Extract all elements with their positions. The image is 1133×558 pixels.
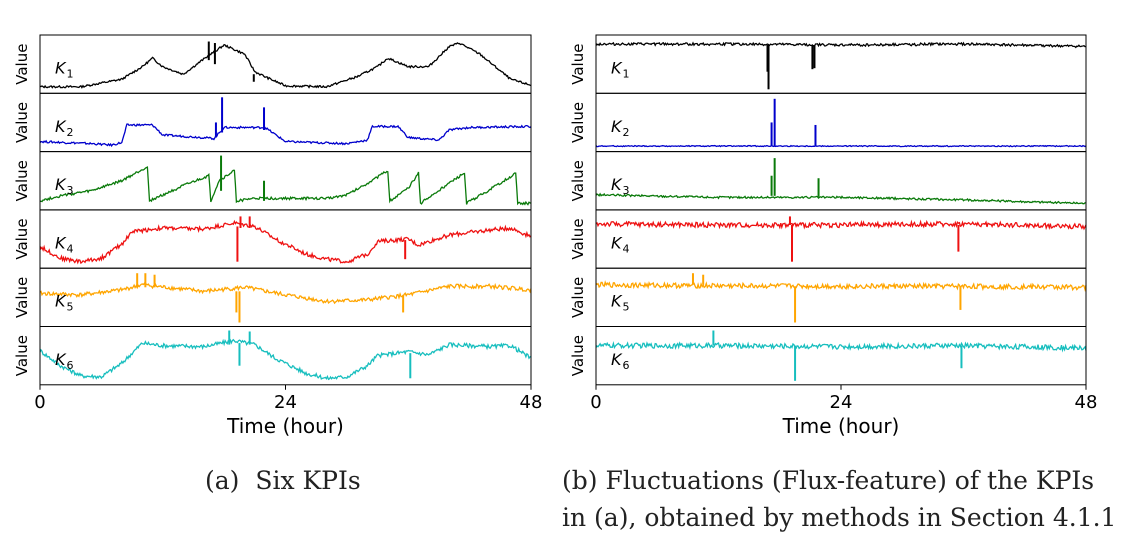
chart-a: K1ValueK2ValueK3ValueK4ValueK5ValueK6Val… xyxy=(13,34,543,438)
panel-b-k5: K5 Value xyxy=(569,267,1087,328)
series-line-a-k1 xyxy=(39,42,532,89)
series-line-b-k5 xyxy=(595,280,1087,292)
series-line-a-k3 xyxy=(39,166,532,206)
y-axis-label: Value xyxy=(569,44,587,85)
x-tick-label: 0 xyxy=(590,392,601,413)
y-axis-label: Value xyxy=(569,335,587,376)
panel-a-k2: K2 Value xyxy=(13,92,532,153)
x-tick-label: 48 xyxy=(520,392,543,413)
series-line-b-k3 xyxy=(595,192,1087,205)
x-tick-label: 24 xyxy=(830,392,853,413)
panel-label-k6: K6 xyxy=(55,350,74,372)
panel-b-k2: K2 Value xyxy=(569,92,1087,153)
panel-label-k2: K2 xyxy=(55,117,74,139)
caption-b-text2: in (a), obtained by methods in Section 4… xyxy=(562,503,1117,532)
panel-frame xyxy=(595,209,1087,269)
panel-label-k1: K1 xyxy=(611,58,630,80)
x-tick-label: 24 xyxy=(274,392,297,413)
panel-frame xyxy=(39,267,532,328)
y-axis-label: Value xyxy=(13,218,31,259)
panel-label-k3: K3 xyxy=(611,175,630,197)
caption-a: (a) Six KPIs xyxy=(205,462,361,499)
panel-frame xyxy=(595,267,1087,328)
panel-a-k4: K4 Value xyxy=(13,209,532,269)
panel-a-k3: K3 Value xyxy=(13,151,532,211)
panel-frame xyxy=(595,92,1087,153)
x-axis-label: Time (hour) xyxy=(226,414,344,438)
caption-a-label: (a) xyxy=(205,466,240,495)
x-axis-label: Time (hour) xyxy=(782,414,900,438)
caption-b-text: Fluctuations (Flux-feature) of the KPIs xyxy=(605,466,1095,495)
panel-label-k2: K2 xyxy=(611,117,630,139)
panel-frame xyxy=(39,326,532,386)
panel-label-k6: K6 xyxy=(611,350,630,372)
x-tick-label: 48 xyxy=(1075,392,1098,413)
series-line-a-k5 xyxy=(39,282,532,305)
caption-b: (b) Fluctuations (Flux-feature) of the K… xyxy=(562,462,1116,536)
panel-label-k4: K4 xyxy=(611,233,630,255)
series-line-a-k2 xyxy=(39,123,532,148)
panel-frame xyxy=(39,209,532,269)
series-line-a-k6 xyxy=(39,338,532,381)
series-line-b-k2 xyxy=(595,144,1087,148)
y-axis-label: Value xyxy=(569,102,587,143)
panel-frame xyxy=(595,326,1087,386)
panel-b-k3: K3 Value xyxy=(569,151,1087,211)
y-axis-label: Value xyxy=(13,160,31,201)
y-axis-label: Value xyxy=(569,160,587,201)
y-axis-label: Value xyxy=(569,218,587,259)
panel-a-k6: K6 Value xyxy=(13,326,532,386)
chart-b: K1 Value K2 Value K3 Value K4 Value K5 Value K6 Val… xyxy=(569,34,1098,438)
caption-a-text: Six KPIs xyxy=(255,466,361,495)
y-axis-label: Value xyxy=(569,277,587,318)
series-line-a-k4 xyxy=(39,219,532,265)
series-line-b-k6 xyxy=(595,341,1087,353)
y-axis-label: Value xyxy=(13,335,31,376)
caption-b-label: (b) xyxy=(562,466,598,495)
series-line-b-k4 xyxy=(595,219,1087,231)
panel-frame xyxy=(39,92,532,153)
y-axis-label: Value xyxy=(13,44,31,85)
panel-b-k1: K1 Value xyxy=(569,34,1087,94)
panel-label-k3: K3 xyxy=(55,175,74,197)
panel-b-k6: K6 Value xyxy=(569,326,1087,386)
panel-frame xyxy=(595,151,1087,211)
panel-label-k1: K1 xyxy=(55,58,74,80)
x-tick-label: 0 xyxy=(34,392,45,413)
series-line-b-k1 xyxy=(595,41,1086,49)
y-axis-label: Value xyxy=(13,277,31,318)
panel-frame xyxy=(39,151,532,211)
y-axis-label: Value xyxy=(13,102,31,143)
panel-b-k4: K4 Value xyxy=(569,209,1087,269)
panel-label-k5: K5 xyxy=(611,292,630,314)
panel-label-k4: K4 xyxy=(55,233,74,255)
panel-a-k1: K1 Value xyxy=(13,34,532,94)
